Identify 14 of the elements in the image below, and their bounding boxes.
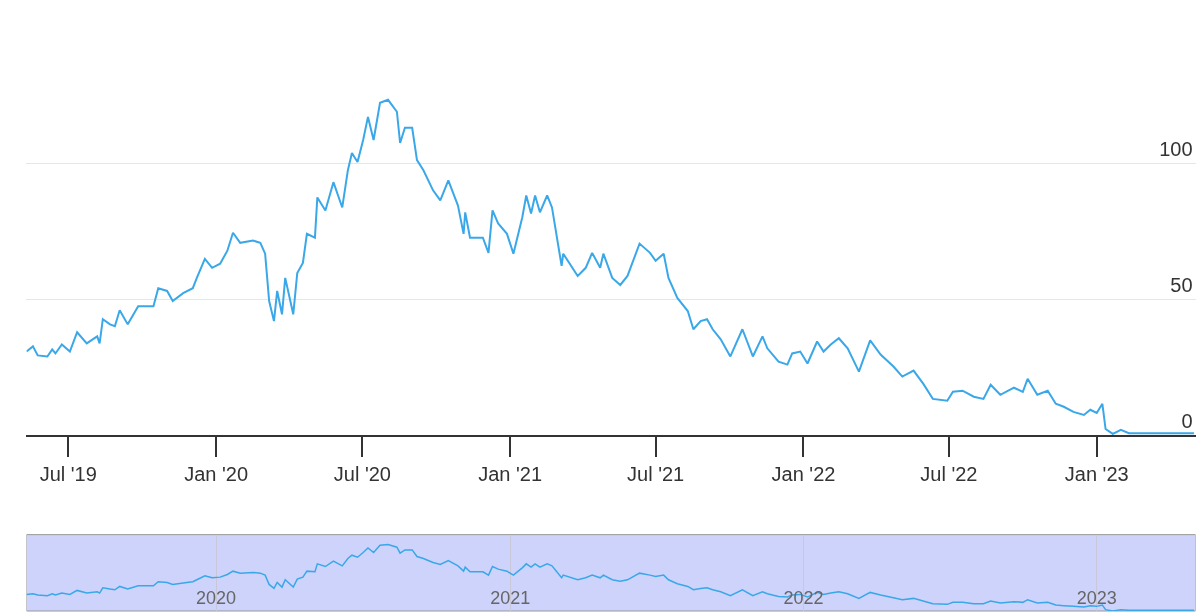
x-tick-label: 2020 [196,588,237,609]
x-tick-label: Jan '22 [771,462,836,485]
y-tick-label: 50 [1170,274,1193,297]
x-tick-label: Jan '21 [478,462,543,485]
x-tick-label: Jul '20 [333,462,391,485]
x-tick-label: Jan '20 [184,462,249,485]
x-tick-label: 2023 [1076,588,1117,609]
x-tick-label: Jan '23 [1064,462,1129,485]
x-tick-label: Jul '21 [627,462,685,485]
y-tick-label: 0 [1181,410,1193,433]
x-tick-label: Jul '22 [920,462,978,485]
y-tick-label: 100 [1159,138,1193,161]
x-tick-label: 2021 [490,588,531,609]
x-tick-label: Jul '19 [39,462,97,485]
